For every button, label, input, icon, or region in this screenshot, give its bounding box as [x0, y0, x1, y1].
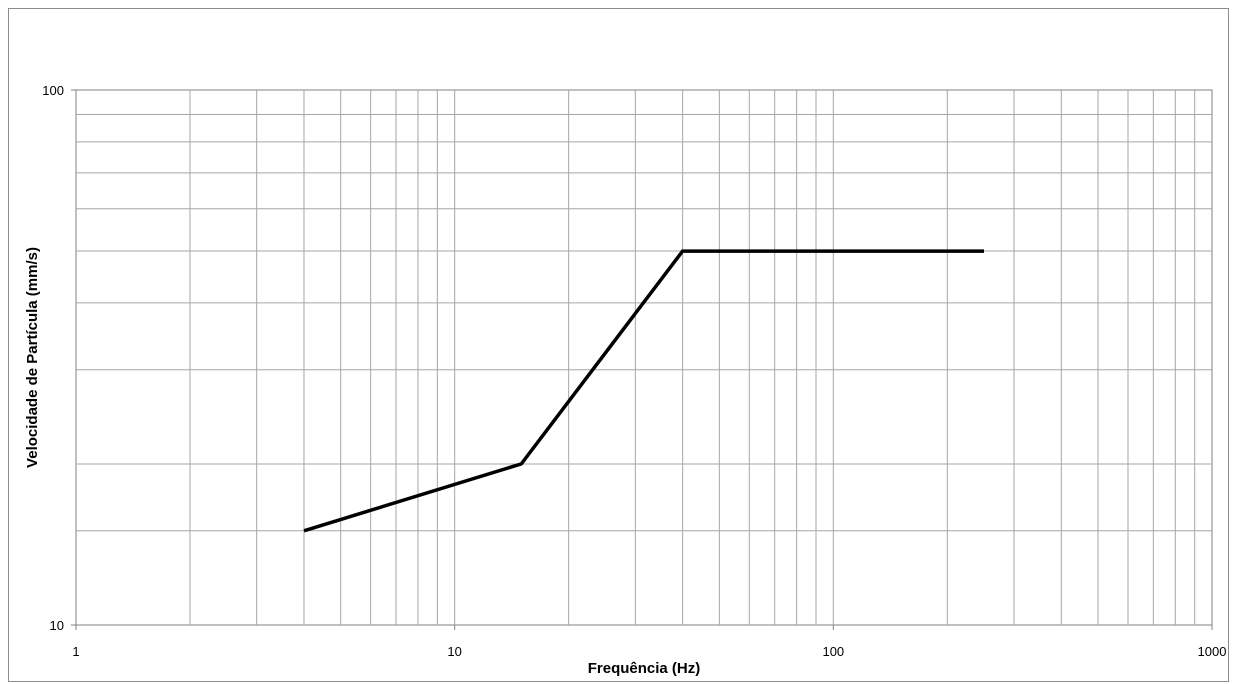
series-line [303, 249, 984, 533]
x-tick-label: 1 [72, 644, 79, 659]
plot-area [75, 89, 1213, 626]
x-tick-label: 10 [447, 644, 461, 659]
x-gridlines [189, 90, 1196, 625]
x-tick-label: 1000 [1198, 644, 1227, 659]
y-tick-label: 10 [50, 618, 64, 633]
x-tick-label: 100 [822, 644, 844, 659]
y-tick-label: 100 [42, 83, 64, 98]
x-tick-labels: 1 10 100 1000 [72, 625, 1226, 659]
series-layer [303, 249, 985, 533]
x-axis-label: Frequência (Hz) [588, 660, 701, 677]
y-tick-labels: 10 100 [42, 83, 76, 633]
y-axis-label: Velocidade de Partícula (mm/s) [24, 247, 41, 468]
y-gridlines [76, 113, 1212, 532]
